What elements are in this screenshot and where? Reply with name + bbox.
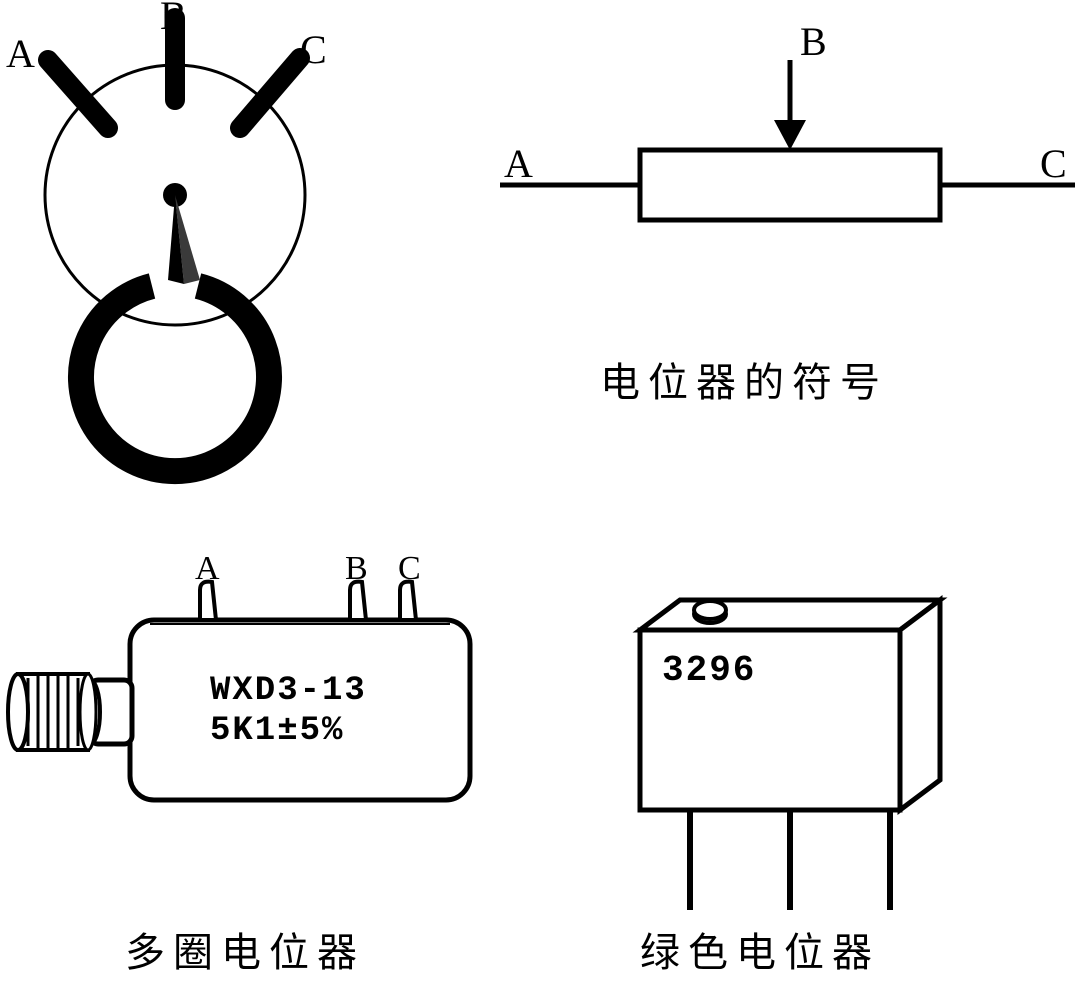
rotary-label-b: B [160, 0, 187, 39]
symbol-label-b: B [800, 18, 827, 65]
multiturn-label-c: C [398, 550, 421, 588]
pot-symbol-figure [500, 60, 1075, 220]
symbol-label-c: C [1040, 140, 1067, 187]
multiturn-label-a: A [195, 550, 220, 588]
trimmer-caption: 绿色电位器 [640, 920, 880, 978]
trimmer-pot-figure [640, 600, 940, 910]
multiturn-caption: 多圈电位器 [125, 920, 365, 978]
trimmer-marking: 3296 [662, 650, 756, 691]
rotary-label-c: C [300, 26, 327, 73]
symbol-label-a: A [504, 140, 533, 187]
rotary-pot-figure [45, 18, 305, 471]
multiturn-line1: WXD3-13 [210, 672, 367, 710]
rotary-label-a: A [6, 30, 35, 77]
symbol-caption: 电位器的符号 [600, 350, 888, 408]
multiturn-label-b: B [345, 550, 368, 588]
multiturn-line2: 5K1±5% [210, 712, 344, 750]
